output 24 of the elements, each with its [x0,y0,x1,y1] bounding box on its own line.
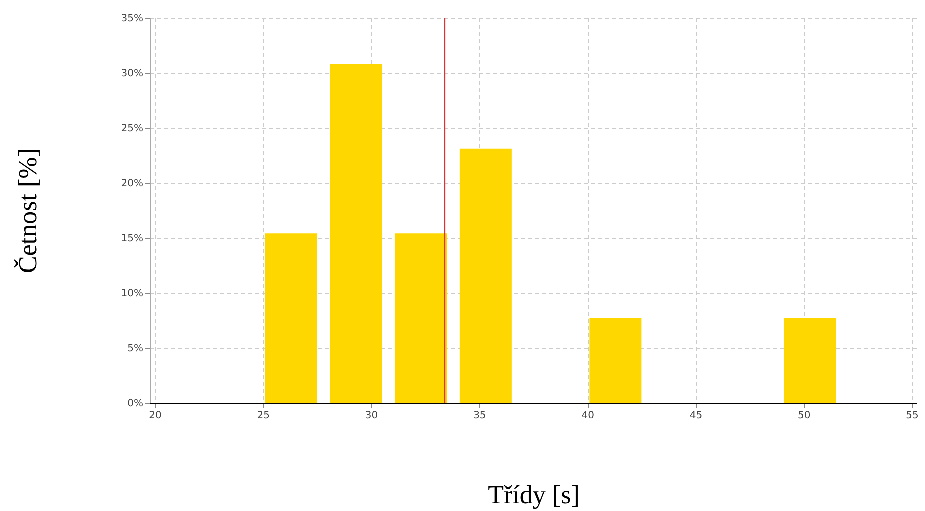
bar [395,234,448,403]
y-tick-label: 0% [128,398,144,410]
x-tick-label: 50 [798,410,811,422]
y-tick-label: 20% [121,178,144,190]
x-tick-label: 25 [257,410,270,422]
y-tick-label: 10% [121,288,144,300]
x-tick-label: 45 [690,410,703,422]
bar [590,318,642,403]
bar [265,234,318,403]
x-axis-title: Třídy [s] [488,480,580,510]
y-tick-label: 5% [128,344,144,354]
y-tick-label: 25% [121,124,144,134]
x-tick-label: 35 [474,410,486,422]
x-tick-label: 55 [906,410,919,422]
bar [330,64,382,403]
y-tick-label: 35% [121,14,144,24]
bar [784,318,836,403]
y-axis-title: Četnost [%] [13,148,42,274]
x-tick-label: 20 [149,410,162,422]
x-tick-label: 40 [582,410,594,422]
y-tick-label: 15% [121,234,144,244]
y-tick-label: 30% [121,68,144,80]
bar [460,148,512,403]
x-tick-label: 30 [365,410,378,422]
